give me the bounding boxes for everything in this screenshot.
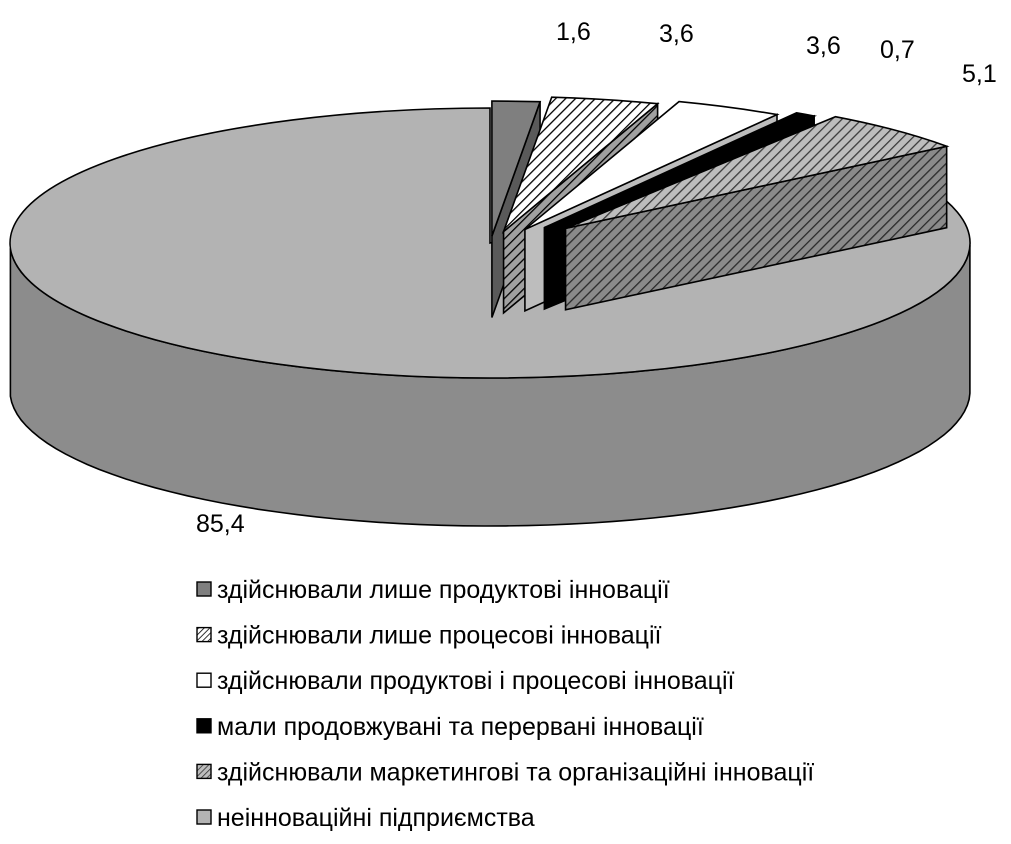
legend-item: неінноваційні підприємства xyxy=(196,804,535,832)
pie-slice xyxy=(9,107,971,527)
legend-swatch xyxy=(196,809,212,825)
legend: здійснювали лише продуктові інновації зді… xyxy=(196,576,814,832)
slice-top xyxy=(9,107,971,379)
legend-label: здійснювали лише процесові інновації xyxy=(217,622,662,650)
legend-item: мали продовжувані та перервані інновації xyxy=(196,713,704,741)
legend-swatch xyxy=(196,626,212,643)
legend-item: здійснювали маркетингові та організаційн… xyxy=(196,758,814,786)
legend-swatch xyxy=(196,763,212,780)
legend-item: здійснювали лише процесові інновації xyxy=(196,622,662,650)
legend-label: неінноваційні підприємства xyxy=(217,804,535,832)
value-label: 3,6 xyxy=(806,32,841,60)
slice-top xyxy=(544,111,817,229)
legend-swatch xyxy=(196,718,212,734)
value-label: 0,7 xyxy=(880,36,915,64)
legend-label: здійснювали маркетингові та організаційн… xyxy=(217,758,814,786)
legend-swatch xyxy=(196,672,212,688)
slice-top xyxy=(565,115,950,230)
slice-top xyxy=(524,100,780,231)
legend-label: здійснювали продуктові і процесові іннов… xyxy=(217,667,735,695)
slice-top xyxy=(491,100,542,237)
slice-top xyxy=(501,96,660,235)
legend-item: здійснювали продуктові і процесові іннов… xyxy=(196,667,735,695)
value-label: 85,4 xyxy=(196,510,245,538)
value-label: 5,1 xyxy=(962,60,997,88)
pie-body xyxy=(9,96,971,527)
legend-label: мали продовжувані та перервані інновації xyxy=(217,713,704,741)
legend-item: здійснювали лише продуктові інновації xyxy=(196,576,670,604)
pie-slice xyxy=(564,115,950,311)
legend-swatch xyxy=(196,581,212,597)
value-label: 3,6 xyxy=(659,20,694,48)
value-label: 1,6 xyxy=(556,18,591,46)
legend-label: здійснювали лише продуктові інновації xyxy=(217,576,670,604)
value-labels: 1,6 3,6 3,6 0,7 5,1 85,4 xyxy=(196,18,997,538)
